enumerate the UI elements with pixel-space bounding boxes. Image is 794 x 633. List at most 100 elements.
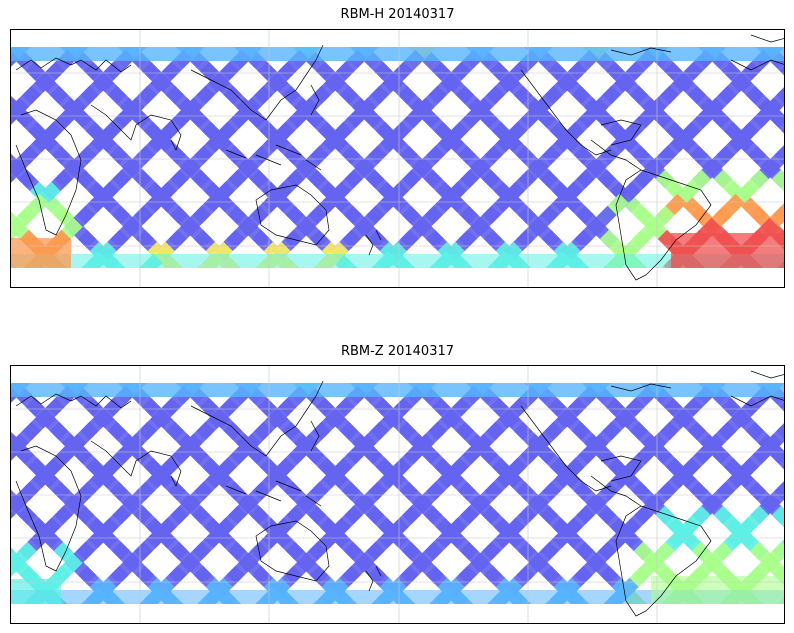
- satellite-swath-tracks: [11, 47, 784, 287]
- coastline-path: [590, 455, 642, 507]
- swath-segment: [255, 265, 260, 268]
- coastline-path: [520, 69, 612, 156]
- swath-segment: [777, 601, 782, 604]
- map-gridlines: [11, 30, 784, 287]
- swath-segment: [11, 493, 27, 519]
- swath-segment: [178, 601, 184, 604]
- map-panel-rbm-h: [10, 29, 785, 288]
- coastline-path: [590, 119, 642, 171]
- coastlines: [15, 370, 784, 617]
- swath-segment: [81, 601, 86, 604]
- swath-segment: [313, 601, 318, 604]
- swath-segment: [603, 601, 608, 604]
- swath-segment: [23, 265, 28, 268]
- swath-warm-right: [651, 576, 784, 604]
- swath-segment: [777, 265, 782, 268]
- swath-segment: [771, 169, 784, 192]
- swath-segment: [11, 611, 19, 623]
- panel-title-rbm-h: RBM-H 20140317: [340, 7, 455, 22]
- coastline-path: [310, 420, 320, 452]
- coastline-path: [750, 370, 784, 379]
- swath-segment: [294, 265, 300, 268]
- swath-segment: [236, 265, 242, 268]
- swath-segment: [410, 265, 416, 268]
- swath-segment: [769, 109, 784, 134]
- swath-segment: [758, 265, 764, 268]
- swath-segment: [294, 601, 300, 604]
- map-gridlines: [11, 366, 784, 623]
- swath-segment: [719, 265, 724, 268]
- coastline-path: [15, 57, 132, 73]
- swath-segment: [236, 601, 242, 604]
- coastline-path: [365, 229, 382, 256]
- swath-band-bottom: [11, 254, 784, 268]
- swath-segment: [468, 601, 474, 604]
- swath-segment: [11, 553, 25, 577]
- coastlines: [15, 34, 784, 281]
- swath-segment: [642, 601, 648, 604]
- panel-title-rbm-z: RBM-Z 20140317: [340, 344, 455, 359]
- swath-segment: [62, 601, 68, 604]
- coastline-path: [615, 505, 712, 617]
- swath-segment: [661, 265, 666, 268]
- coastline-path: [520, 405, 612, 492]
- coastline-path: [310, 84, 320, 116]
- swath-segment: [11, 433, 29, 461]
- coastline-path: [90, 104, 182, 151]
- swath-segment: [352, 601, 358, 604]
- coastline-path: [15, 445, 82, 572]
- coastline-path: [610, 47, 672, 56]
- swath-segment: [526, 601, 532, 604]
- map-panel-rbm-z: [10, 365, 785, 624]
- swath-hot-left: [11, 238, 71, 268]
- swath-band-top: [11, 47, 784, 61]
- coastline-path: [15, 393, 132, 409]
- swath-segment: [758, 601, 764, 604]
- swath-segment: [771, 505, 784, 528]
- swath-segment: [719, 601, 724, 604]
- coastline-path: [730, 59, 784, 71]
- swath-segment: [545, 265, 550, 268]
- swath-segment: [352, 265, 358, 268]
- swath-segment: [81, 265, 86, 268]
- coastline-path: [15, 109, 82, 236]
- coastline-path: [190, 44, 324, 121]
- swath-segment: [11, 157, 27, 183]
- swath-segment: [769, 445, 784, 470]
- coastline-path: [615, 169, 712, 281]
- map-canvas-rbm-h: [11, 30, 784, 287]
- swath-segment: [584, 265, 590, 268]
- swath-segment: [661, 601, 666, 604]
- swath-segment: [120, 265, 126, 268]
- swath-segment: [255, 601, 260, 604]
- swath-segment: [526, 265, 532, 268]
- swath-segment: [371, 265, 376, 268]
- swath-segment: [197, 601, 202, 604]
- swath-segment: [603, 265, 608, 268]
- swath-segment: [410, 601, 416, 604]
- swath-segment: [642, 265, 648, 268]
- swath-segment: [197, 265, 202, 268]
- swath-segment: [545, 601, 550, 604]
- coastline-path: [365, 565, 382, 592]
- swath-segment: [11, 217, 25, 241]
- swath-segment: [429, 265, 434, 268]
- swath-segment: [11, 97, 29, 125]
- swath-segment: [487, 265, 492, 268]
- coastline-path: [190, 380, 324, 457]
- coastline-path: [225, 144, 322, 171]
- coastline-path: [750, 34, 784, 43]
- swath-segment: [371, 601, 376, 604]
- swath-band-bottom: [11, 590, 784, 604]
- swath-segment: [11, 275, 19, 287]
- swath-segment: [487, 601, 492, 604]
- coastline-path: [90, 440, 182, 487]
- swath-segment: [62, 265, 68, 268]
- swath-segment: [120, 601, 126, 604]
- swath-segment: [584, 601, 590, 604]
- swath-segment: [468, 265, 474, 268]
- map-canvas-rbm-z: [11, 366, 784, 623]
- coastline-path: [610, 383, 672, 392]
- swath-warm-left: [11, 579, 61, 604]
- swath-segment: [23, 601, 28, 604]
